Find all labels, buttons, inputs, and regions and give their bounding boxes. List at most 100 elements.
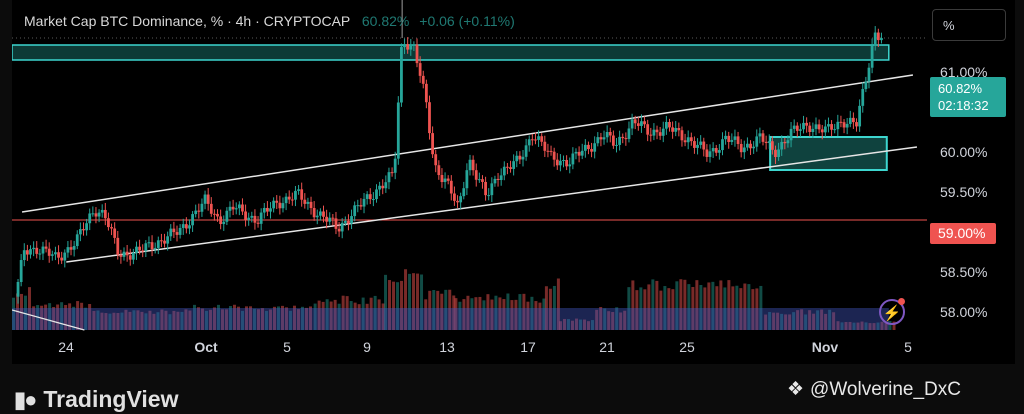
candle-body bbox=[615, 144, 618, 146]
candle-body bbox=[481, 179, 484, 182]
candle-body bbox=[683, 140, 687, 143]
x-tick: 5 bbox=[904, 339, 912, 355]
candle-body bbox=[160, 240, 163, 242]
candle-body bbox=[60, 257, 64, 261]
candle-body bbox=[169, 228, 173, 237]
volume-bar bbox=[300, 306, 304, 330]
candle-body bbox=[209, 203, 213, 214]
volume-bar bbox=[12, 297, 15, 330]
candle-body bbox=[583, 144, 587, 151]
volume-bar bbox=[715, 286, 719, 330]
candle-body bbox=[431, 133, 434, 155]
volume-bar bbox=[108, 313, 112, 330]
volume-bar bbox=[792, 312, 796, 330]
volume-bar bbox=[562, 318, 566, 330]
channel-upper-line bbox=[21, 74, 914, 213]
candle-body bbox=[340, 222, 344, 232]
candle-body bbox=[721, 139, 724, 151]
candle-body bbox=[568, 164, 572, 167]
y-tick: 58.00% bbox=[940, 304, 988, 320]
candle-body bbox=[786, 140, 790, 144]
volume-bar bbox=[268, 309, 272, 330]
candle-body bbox=[47, 248, 51, 256]
candle-body bbox=[808, 125, 812, 132]
candle-body bbox=[32, 247, 36, 250]
volume-bar bbox=[144, 313, 148, 330]
volume-bar bbox=[735, 285, 739, 330]
candle-body bbox=[178, 227, 182, 235]
candle-body bbox=[365, 194, 369, 199]
volume-bar bbox=[510, 300, 514, 330]
chart-frame[interactable] bbox=[12, 0, 1015, 364]
candle-body bbox=[412, 44, 416, 46]
candle-body bbox=[805, 122, 809, 126]
volume-bar bbox=[200, 308, 204, 330]
volume-bar bbox=[574, 318, 578, 330]
x-tick: 24 bbox=[58, 339, 74, 355]
candle-body bbox=[85, 223, 89, 231]
candle-body bbox=[63, 252, 67, 261]
candle-body bbox=[206, 194, 210, 204]
volume-bar bbox=[228, 306, 232, 330]
candle-body bbox=[66, 247, 70, 253]
candle-body bbox=[453, 193, 456, 201]
volume-bar bbox=[462, 299, 466, 330]
candle-body bbox=[814, 124, 818, 129]
lightning-icon[interactable]: ⚡ bbox=[879, 299, 905, 325]
volume-bar bbox=[590, 320, 594, 330]
candle-body bbox=[449, 180, 453, 194]
volume-bar bbox=[304, 307, 308, 330]
volume-bar bbox=[454, 298, 458, 330]
volume-bar bbox=[659, 290, 663, 330]
volume-bar bbox=[490, 299, 494, 330]
candle-body bbox=[867, 67, 871, 82]
candle-body bbox=[88, 213, 92, 224]
candle-body bbox=[474, 170, 478, 180]
volume-bar bbox=[566, 319, 570, 330]
candle-body bbox=[456, 200, 459, 203]
candle-body bbox=[515, 155, 519, 162]
candle-body bbox=[658, 132, 662, 136]
volume-bar bbox=[627, 287, 631, 330]
candle-body bbox=[35, 247, 39, 254]
volume-bar bbox=[470, 298, 474, 330]
price-chart[interactable] bbox=[12, 0, 1015, 364]
volume-bar bbox=[615, 307, 619, 330]
volume-bar bbox=[412, 273, 416, 330]
candle-body bbox=[378, 185, 382, 190]
candle-body bbox=[350, 216, 353, 224]
candle-body bbox=[752, 146, 756, 149]
resistance-zone bbox=[12, 44, 890, 61]
price-axis[interactable]: 61.00% 60.00% 59.50% 58.50% 58.00% bbox=[928, 40, 1018, 340]
candle-body bbox=[418, 63, 422, 76]
volume-bar bbox=[252, 308, 256, 330]
volume-bar bbox=[156, 312, 160, 330]
volume-bar bbox=[160, 309, 164, 330]
volume-bar bbox=[448, 289, 452, 330]
volume-bar bbox=[603, 308, 607, 330]
volume-bar bbox=[208, 309, 212, 330]
volume-bar bbox=[264, 310, 268, 330]
volume-bar bbox=[876, 322, 880, 330]
symbol-title: Market Cap BTC Dominance, % · 4h · CRYPT… bbox=[24, 13, 350, 29]
percent-scale-button[interactable]: % bbox=[932, 9, 1006, 41]
volume-bar bbox=[856, 322, 860, 330]
volume-bar bbox=[28, 287, 31, 330]
candle-body bbox=[175, 232, 179, 235]
candle-body bbox=[110, 227, 113, 229]
volume-bar bbox=[396, 282, 400, 330]
candle-body bbox=[156, 240, 160, 248]
volume-bar bbox=[172, 310, 176, 330]
candle-body bbox=[325, 216, 329, 222]
volume-bar bbox=[647, 284, 651, 330]
volume-bar bbox=[444, 289, 448, 330]
volume-bar bbox=[514, 299, 518, 330]
candle-body bbox=[845, 123, 849, 128]
volume-bar bbox=[755, 288, 759, 330]
candle-body bbox=[530, 139, 534, 141]
volume-bar bbox=[240, 310, 244, 330]
volume-bar bbox=[216, 304, 220, 330]
candle-body bbox=[864, 81, 868, 90]
volume-bar bbox=[502, 299, 506, 330]
candle-body bbox=[241, 204, 244, 212]
